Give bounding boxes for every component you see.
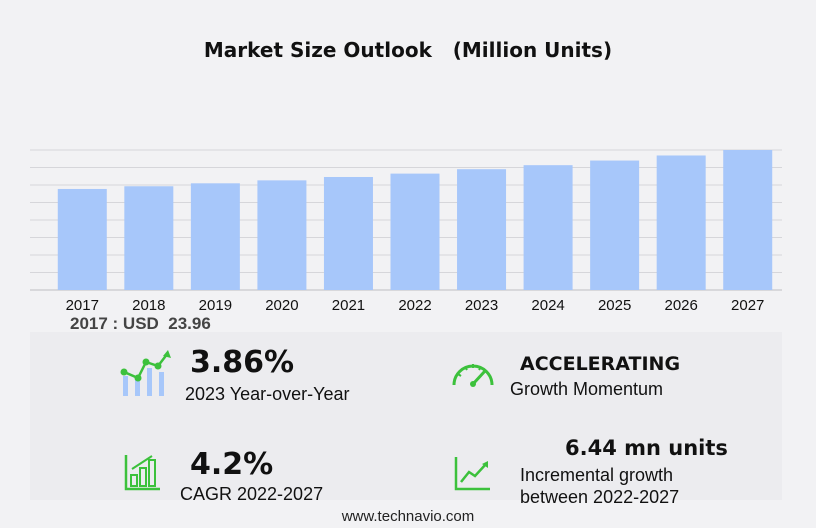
footer-url: www.technavio.com [341,508,475,525]
growth-chart-icon [120,350,171,396]
momentum-value: ACCELERATING [520,353,681,375]
bar-2025 [590,160,640,290]
bar-2023 [457,169,507,290]
x-tick-label: 2022 [398,297,431,314]
x-tick-label: 2019 [199,297,232,314]
bar-2019 [190,183,240,290]
x-tick-label: 2027 [731,297,764,314]
bar-2020 [257,180,307,290]
bar-2021 [323,176,373,290]
x-tick-label: 2020 [265,297,298,314]
momentum-label: Growth Momentum [510,379,664,399]
x-tick-label: 2017 [66,297,99,314]
cagr-label: CAGR 2022-2027 [180,484,324,504]
bar-2024 [523,165,573,290]
bar-2026 [656,155,706,290]
yoy-label: 2023 Year-over-Year [185,384,350,404]
incremental-label-line1: Incremental growth [520,465,674,485]
bar-2017 [57,188,107,290]
incremental-value: 6.44 mn units [565,436,728,460]
bar-2018 [124,186,174,290]
speedometer-icon [452,364,494,387]
bar-chart-icon [124,455,160,491]
bar-chart: 2017 2018 2019 2020 2021 2022 2023 2024 2025 2026… [30,149,782,314]
x-tick-label: 2023 [465,297,498,314]
x-tick-label: 2025 [598,297,631,314]
base-year-note: 2017 : USD 23.96 [70,314,211,333]
yoy-value: 3.86% [190,345,295,380]
chart-title: Market Size Outlook (Million Units) [203,38,613,62]
x-tick-label: 2026 [664,297,697,314]
bar-2022 [390,173,440,290]
x-tick-label: 2021 [332,297,365,314]
x-tick-label: 2018 [132,297,165,314]
trend-line-icon [454,457,490,491]
bar-2027 [723,150,773,290]
x-tick-label: 2024 [531,297,564,314]
incremental-label-line2: between 2022-2027 [520,487,680,507]
cagr-value: 4.2% [190,447,274,482]
